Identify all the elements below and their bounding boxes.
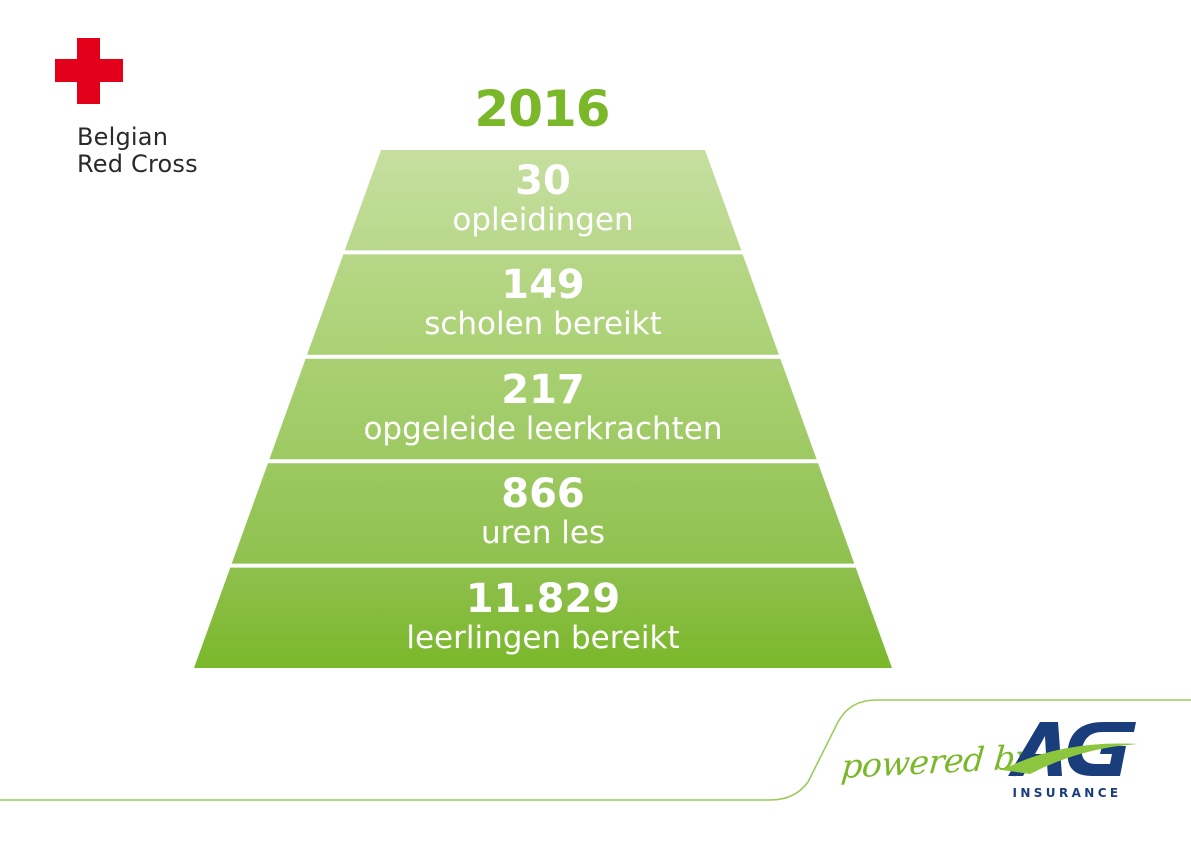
- red-cross-logo: Belgian Red Cross: [55, 38, 255, 188]
- organization-name: Belgian Red Cross: [77, 124, 257, 178]
- pyramid-level-2: [307, 254, 779, 355]
- level-label: scholen bereikt: [424, 306, 662, 343]
- year-title: 2016: [474, 80, 610, 138]
- red-cross-icon: [55, 38, 123, 104]
- pyramid-level-text-2: 149 scholen bereikt: [243, 264, 843, 342]
- level-label: uren les: [480, 515, 606, 552]
- level-value: 30: [515, 158, 571, 204]
- level-value: 149: [501, 262, 585, 309]
- pyramid-level-text-3: 217 opgeleide leerkrachten: [243, 369, 843, 447]
- level-value: 11.829: [465, 575, 621, 622]
- level-value: 217: [501, 366, 585, 413]
- pyramid-level-text-5: 11.829 leerlingen bereikt: [243, 578, 843, 656]
- pyramid-level-3: [269, 358, 817, 460]
- level-label: leerlingen bereikt: [406, 619, 680, 656]
- pyramid-level-text-4: 866 uren les: [243, 473, 843, 551]
- pyramid-level-4: [231, 463, 855, 564]
- level-value: 866: [501, 471, 585, 518]
- level-label: opgeleide leerkrachten: [363, 410, 723, 447]
- pyramid-level-5: [194, 567, 892, 668]
- organization-name-line2: Red Cross: [77, 150, 198, 178]
- pyramid-level-1: [344, 150, 742, 251]
- ag-insurance-label: INSURANCE: [1012, 786, 1122, 800]
- level-label: opleidingen: [452, 202, 634, 238]
- organization-name-line1: Belgian: [77, 123, 169, 151]
- ag-insurance-logo: [1002, 722, 1138, 776]
- pyramid-level-text-1: 30 opleidingen: [243, 160, 843, 238]
